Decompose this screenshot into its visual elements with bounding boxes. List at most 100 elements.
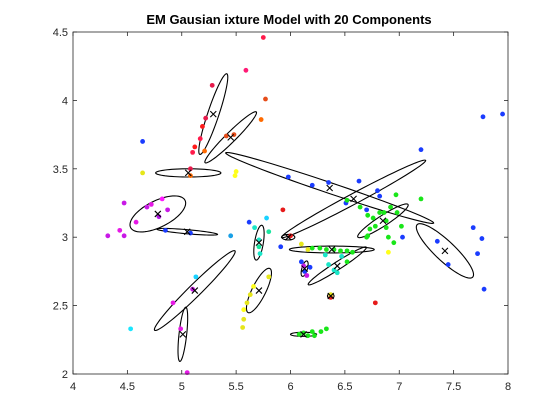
data-point <box>140 139 146 144</box>
data-point <box>372 223 378 229</box>
data-point <box>385 234 391 240</box>
data-point <box>312 333 317 339</box>
data-point <box>148 201 154 207</box>
data-point <box>309 329 315 334</box>
data-point <box>364 234 370 240</box>
center-marker <box>209 110 217 118</box>
y-tick-label: 4 <box>62 95 68 107</box>
component-ellipse <box>198 73 229 156</box>
data-point <box>243 67 249 73</box>
data-point <box>418 196 424 202</box>
center-marker <box>227 133 235 141</box>
component-ellipse <box>155 168 222 178</box>
data-point <box>241 307 247 313</box>
axes: 4 4.5 5 5.5 6 6.5 7 7.5 8 2 2.5 3 3.5 4 4.5 <box>53 27 511 393</box>
center-marker <box>379 217 387 225</box>
data-point <box>159 196 165 202</box>
data-point <box>202 148 207 154</box>
data-point <box>393 192 399 198</box>
center-marker <box>255 287 263 294</box>
component-centers <box>154 110 449 338</box>
data-point <box>375 188 380 194</box>
data-point <box>318 329 324 334</box>
data-point <box>480 114 486 120</box>
component-ellipse <box>245 267 273 314</box>
center-marker <box>350 195 357 203</box>
data-point <box>356 178 362 184</box>
data-point <box>296 331 302 337</box>
center-marker <box>327 292 335 300</box>
data-point <box>344 259 350 265</box>
x-tick-label: 4 <box>70 381 76 393</box>
data-point <box>263 96 268 102</box>
data-point <box>200 123 205 129</box>
data-point <box>301 330 306 336</box>
data-point <box>163 227 168 233</box>
data-point <box>344 248 350 254</box>
center-marker <box>441 247 449 255</box>
data-point <box>418 147 424 153</box>
data-point <box>285 174 291 180</box>
data-point <box>260 35 266 40</box>
data-point <box>365 212 371 218</box>
center-marker <box>255 239 263 247</box>
data-point <box>203 115 209 121</box>
data-point <box>470 225 476 231</box>
y-tick-label: 2 <box>62 369 68 381</box>
data-point <box>178 326 184 332</box>
component-ellipse <box>156 227 219 236</box>
center-marker <box>328 246 336 253</box>
y-tick-label: 2.5 <box>53 301 68 313</box>
data-point <box>323 326 329 332</box>
data-point <box>280 207 286 213</box>
data-points <box>105 35 505 376</box>
data-point <box>326 180 331 185</box>
data-point <box>258 117 264 122</box>
y-tick-label: 3 <box>62 232 68 244</box>
center-marker <box>300 330 307 338</box>
data-point <box>241 316 247 322</box>
center-marker <box>179 330 187 338</box>
data-point <box>244 300 250 306</box>
data-point <box>367 226 373 232</box>
data-point <box>307 264 313 270</box>
data-point <box>399 223 404 229</box>
data-point <box>170 300 176 306</box>
x-tick-label: 7 <box>396 381 402 393</box>
x-tick-label: 8 <box>505 381 511 393</box>
data-point <box>445 262 451 267</box>
data-point <box>140 170 146 176</box>
data-point <box>328 292 334 298</box>
data-point <box>364 207 370 213</box>
data-point <box>188 166 193 172</box>
component-ellipse <box>253 224 265 261</box>
center-marker <box>284 233 292 241</box>
data-point <box>252 225 258 231</box>
data-point <box>298 259 304 265</box>
component-ellipse <box>177 306 189 362</box>
data-point <box>434 238 440 244</box>
data-point <box>251 284 256 289</box>
data-point <box>133 219 139 225</box>
data-point <box>278 244 284 250</box>
data-point <box>246 219 252 225</box>
data-point <box>372 300 378 306</box>
data-point <box>298 241 304 247</box>
component-ellipse <box>357 203 409 239</box>
data-point <box>331 267 337 273</box>
center-marker <box>154 210 162 218</box>
data-point <box>304 273 310 278</box>
x-tick-label: 7.5 <box>446 381 461 393</box>
component-ellipse <box>204 111 258 164</box>
x-tick-label: 5.5 <box>228 381 243 393</box>
data-point <box>264 215 269 221</box>
data-point <box>381 210 387 215</box>
data-point <box>128 326 134 332</box>
x-tick-label: 4.5 <box>120 381 135 393</box>
data-point <box>475 251 480 257</box>
data-point <box>288 233 293 239</box>
data-point <box>197 136 203 142</box>
data-point <box>309 182 315 188</box>
data-point <box>193 274 199 280</box>
data-point <box>257 251 263 257</box>
